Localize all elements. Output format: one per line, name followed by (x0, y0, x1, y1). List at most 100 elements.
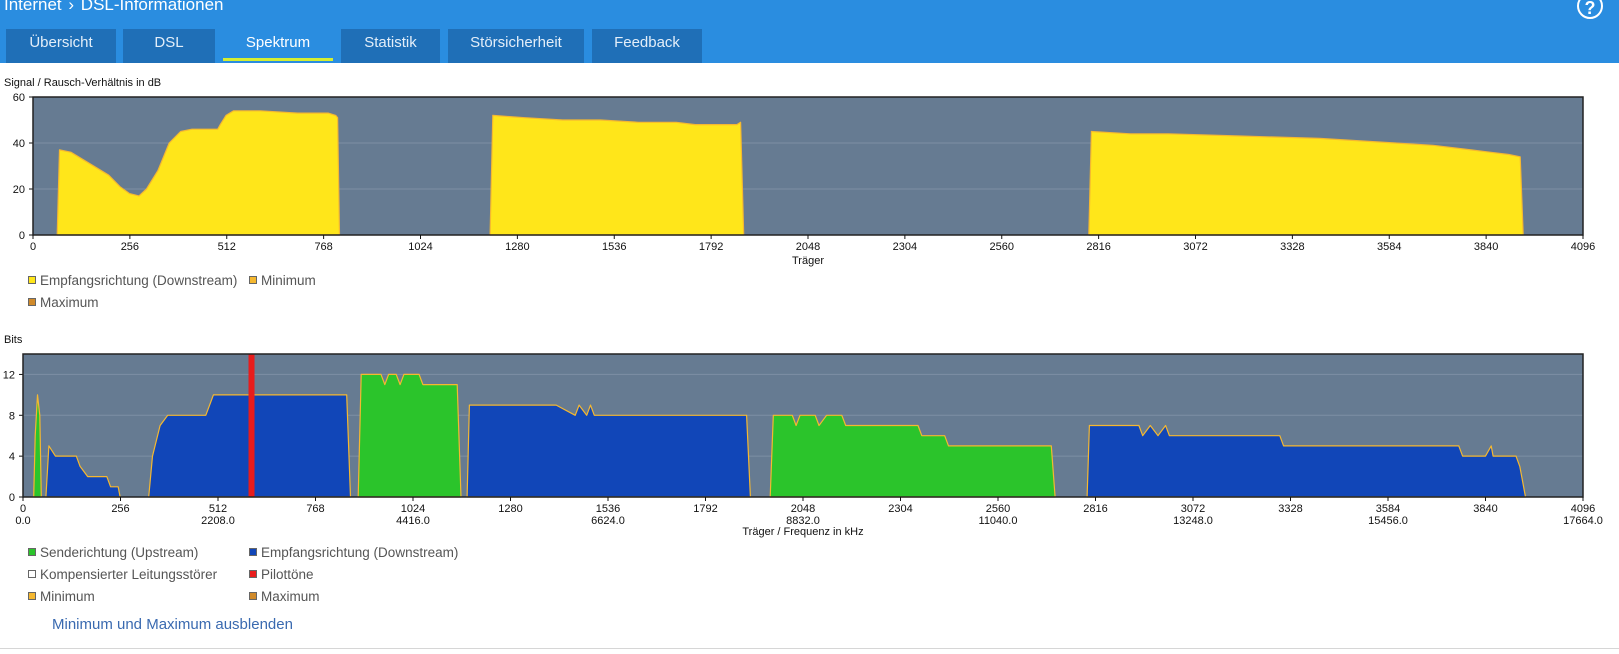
legend-swatch (249, 548, 257, 556)
bits-x-tick-label: 3584 (1376, 503, 1400, 515)
snr-y-tick-label: 20 (13, 184, 25, 196)
tab-stoersicherheit[interactable]: Störsicherheit (448, 29, 584, 63)
snr-area-segment (56, 110, 341, 236)
legend-swatch (249, 276, 257, 284)
snr-x-tick-label: 1536 (602, 241, 626, 253)
bits-pilot-tone-bar (248, 354, 255, 497)
snr-x-tick-label: 1792 (699, 241, 723, 253)
legend-label: Senderichtung (Upstream) (40, 545, 199, 560)
legend-bits-maximum[interactable]: Maximum (249, 589, 320, 604)
bits-x-tick-label: 256 (111, 503, 129, 515)
footer-divider (0, 648, 1619, 649)
snr-x-tick-label: 0 (30, 241, 36, 253)
toggle-min-max-link[interactable]: Minimum und Maximum ausblenden (52, 616, 293, 633)
snr-x-tick-label: 3072 (1183, 241, 1207, 253)
snr-y-tick-label: 40 (13, 138, 25, 150)
bits-chart-title: Bits (4, 334, 23, 346)
help-icon[interactable]: ? (1577, 0, 1603, 19)
tab-label: Störsicherheit (470, 34, 562, 51)
bits-x-tick-label: 2304 (888, 503, 912, 515)
bits-freq-tick-label: 8832.0 (786, 515, 820, 527)
bits-x-tick-label: 1792 (693, 503, 717, 515)
breadcrumb-item-internet[interactable]: Internet (4, 0, 62, 14)
bits-x-tick-label: 1280 (498, 503, 522, 515)
bits-area-segment (45, 445, 121, 498)
snr-y-tick-label: 60 (13, 92, 25, 104)
tab-label: Übersicht (29, 34, 93, 51)
snr-x-tick-label: 3840 (1474, 241, 1498, 253)
bits-x-tick-label: 4096 (1571, 503, 1595, 515)
tab-spektrum[interactable]: Spektrum (223, 29, 333, 63)
snr-x-tick-label: 2048 (796, 241, 820, 253)
bits-chart: 0 4 8 12 0 256 512 768 1024 1280 1536 1792 2048 2304 2… (3, 353, 1603, 538)
snr-x-tick-label: 2816 (1086, 241, 1110, 253)
legend-label: Pilottöne (261, 567, 314, 582)
legend-bits-minimum[interactable]: Minimum (28, 589, 95, 604)
header-bar: Internet › DSL-Informationen ? Übersicht… (0, 0, 1619, 63)
legend-swatch (249, 592, 257, 600)
snr-x-tick-label: 3328 (1280, 241, 1304, 253)
legend-snr-maximum[interactable]: Maximum (28, 295, 99, 310)
bits-x-tick-label: 768 (306, 503, 324, 515)
bits-x-tick-label: 2048 (791, 503, 815, 515)
legend-bits-upstream[interactable]: Senderichtung (Upstream) (28, 545, 198, 560)
legend-label: Maximum (40, 295, 99, 310)
bits-area-segment (466, 404, 752, 498)
snr-x-tick-label: 2304 (893, 241, 917, 253)
bits-x-tick-label: 0 (20, 503, 26, 515)
tab-uebersicht[interactable]: Übersicht (6, 29, 116, 63)
bits-freq-tick-label: 13248.0 (1173, 515, 1213, 527)
bits-x-tick-label: 2816 (1083, 503, 1107, 515)
bits-freq-tick-label: 4416.0 (396, 515, 430, 527)
bits-area-segment (357, 373, 462, 498)
legend-label: Maximum (261, 589, 320, 604)
legend-bits-compensated-noise[interactable]: Kompensierter Leitungsstörer (28, 567, 217, 582)
legend-label: Empfangsrichtung (Downstream) (40, 273, 238, 288)
tab-feedback[interactable]: Feedback (592, 29, 702, 63)
tab-label: Feedback (614, 34, 680, 51)
snr-x-tick-label: 2560 (990, 241, 1014, 253)
snr-area-segment (489, 114, 745, 236)
bits-freq-tick-label: 15456.0 (1368, 515, 1408, 527)
snr-x-tick-label: 256 (121, 241, 139, 253)
snr-x-tick-label: 1280 (505, 241, 529, 253)
tab-label: DSL (154, 34, 184, 51)
legend-label: Kompensierter Leitungsstörer (40, 567, 218, 582)
tab-statistik[interactable]: Statistik (341, 29, 440, 63)
snr-x-tick-label: 768 (314, 241, 332, 253)
snr-x-axis-label: Träger (792, 255, 824, 267)
tab-label: Spektrum (245, 34, 311, 51)
bits-freq-tick-label: 11040.0 (979, 515, 1018, 527)
legend-bits-pilot-tones[interactable]: Pilottöne (249, 567, 314, 582)
bits-x-tick-label: 3072 (1181, 503, 1205, 515)
bits-x-tick-label: 3328 (1278, 503, 1302, 515)
legend-bits-downstream[interactable]: Empfangsrichtung (Downstream) (249, 545, 458, 560)
bits-x-axis-label: Träger / Frequenz in kHz (742, 526, 863, 538)
bits-freq-tick-label: 17664.0 (1563, 515, 1603, 527)
snr-x-tick-label: 3584 (1377, 241, 1401, 253)
snr-x-tick-label: 512 (218, 241, 236, 253)
bits-x-tick-label: 2560 (986, 503, 1010, 515)
bits-area-segment (1086, 424, 1527, 498)
snr-x-tick-label: 1024 (408, 241, 432, 253)
bits-x-tick-label: 512 (209, 503, 227, 515)
bits-y-tick-label: 4 (9, 451, 15, 463)
snr-area-segment (1088, 130, 1524, 236)
bits-x-tick-label: 1536 (596, 503, 620, 515)
tab-label: Statistik (364, 34, 417, 51)
legend-label: Minimum (40, 589, 95, 604)
legend-swatch (28, 298, 36, 306)
legend-snr-minimum[interactable]: Minimum (249, 273, 316, 288)
bits-freq-tick-label: 0.0 (15, 515, 30, 527)
bits-freq-tick-label: 2208.0 (201, 515, 235, 527)
legend-swatch (249, 570, 257, 578)
legend-swatch (28, 276, 36, 284)
bits-freq-tick-label: 6624.0 (591, 515, 625, 527)
legend-swatch (28, 548, 36, 556)
breadcrumb: Internet › DSL-Informationen (4, 0, 223, 15)
bits-y-tick-label: 12 (3, 369, 15, 381)
tab-dsl[interactable]: DSL (123, 29, 215, 63)
legend-snr-downstream[interactable]: Empfangsrichtung (Downstream) (28, 273, 237, 288)
legend-swatch (28, 592, 36, 600)
snr-x-tick-label: 4096 (1571, 241, 1595, 253)
